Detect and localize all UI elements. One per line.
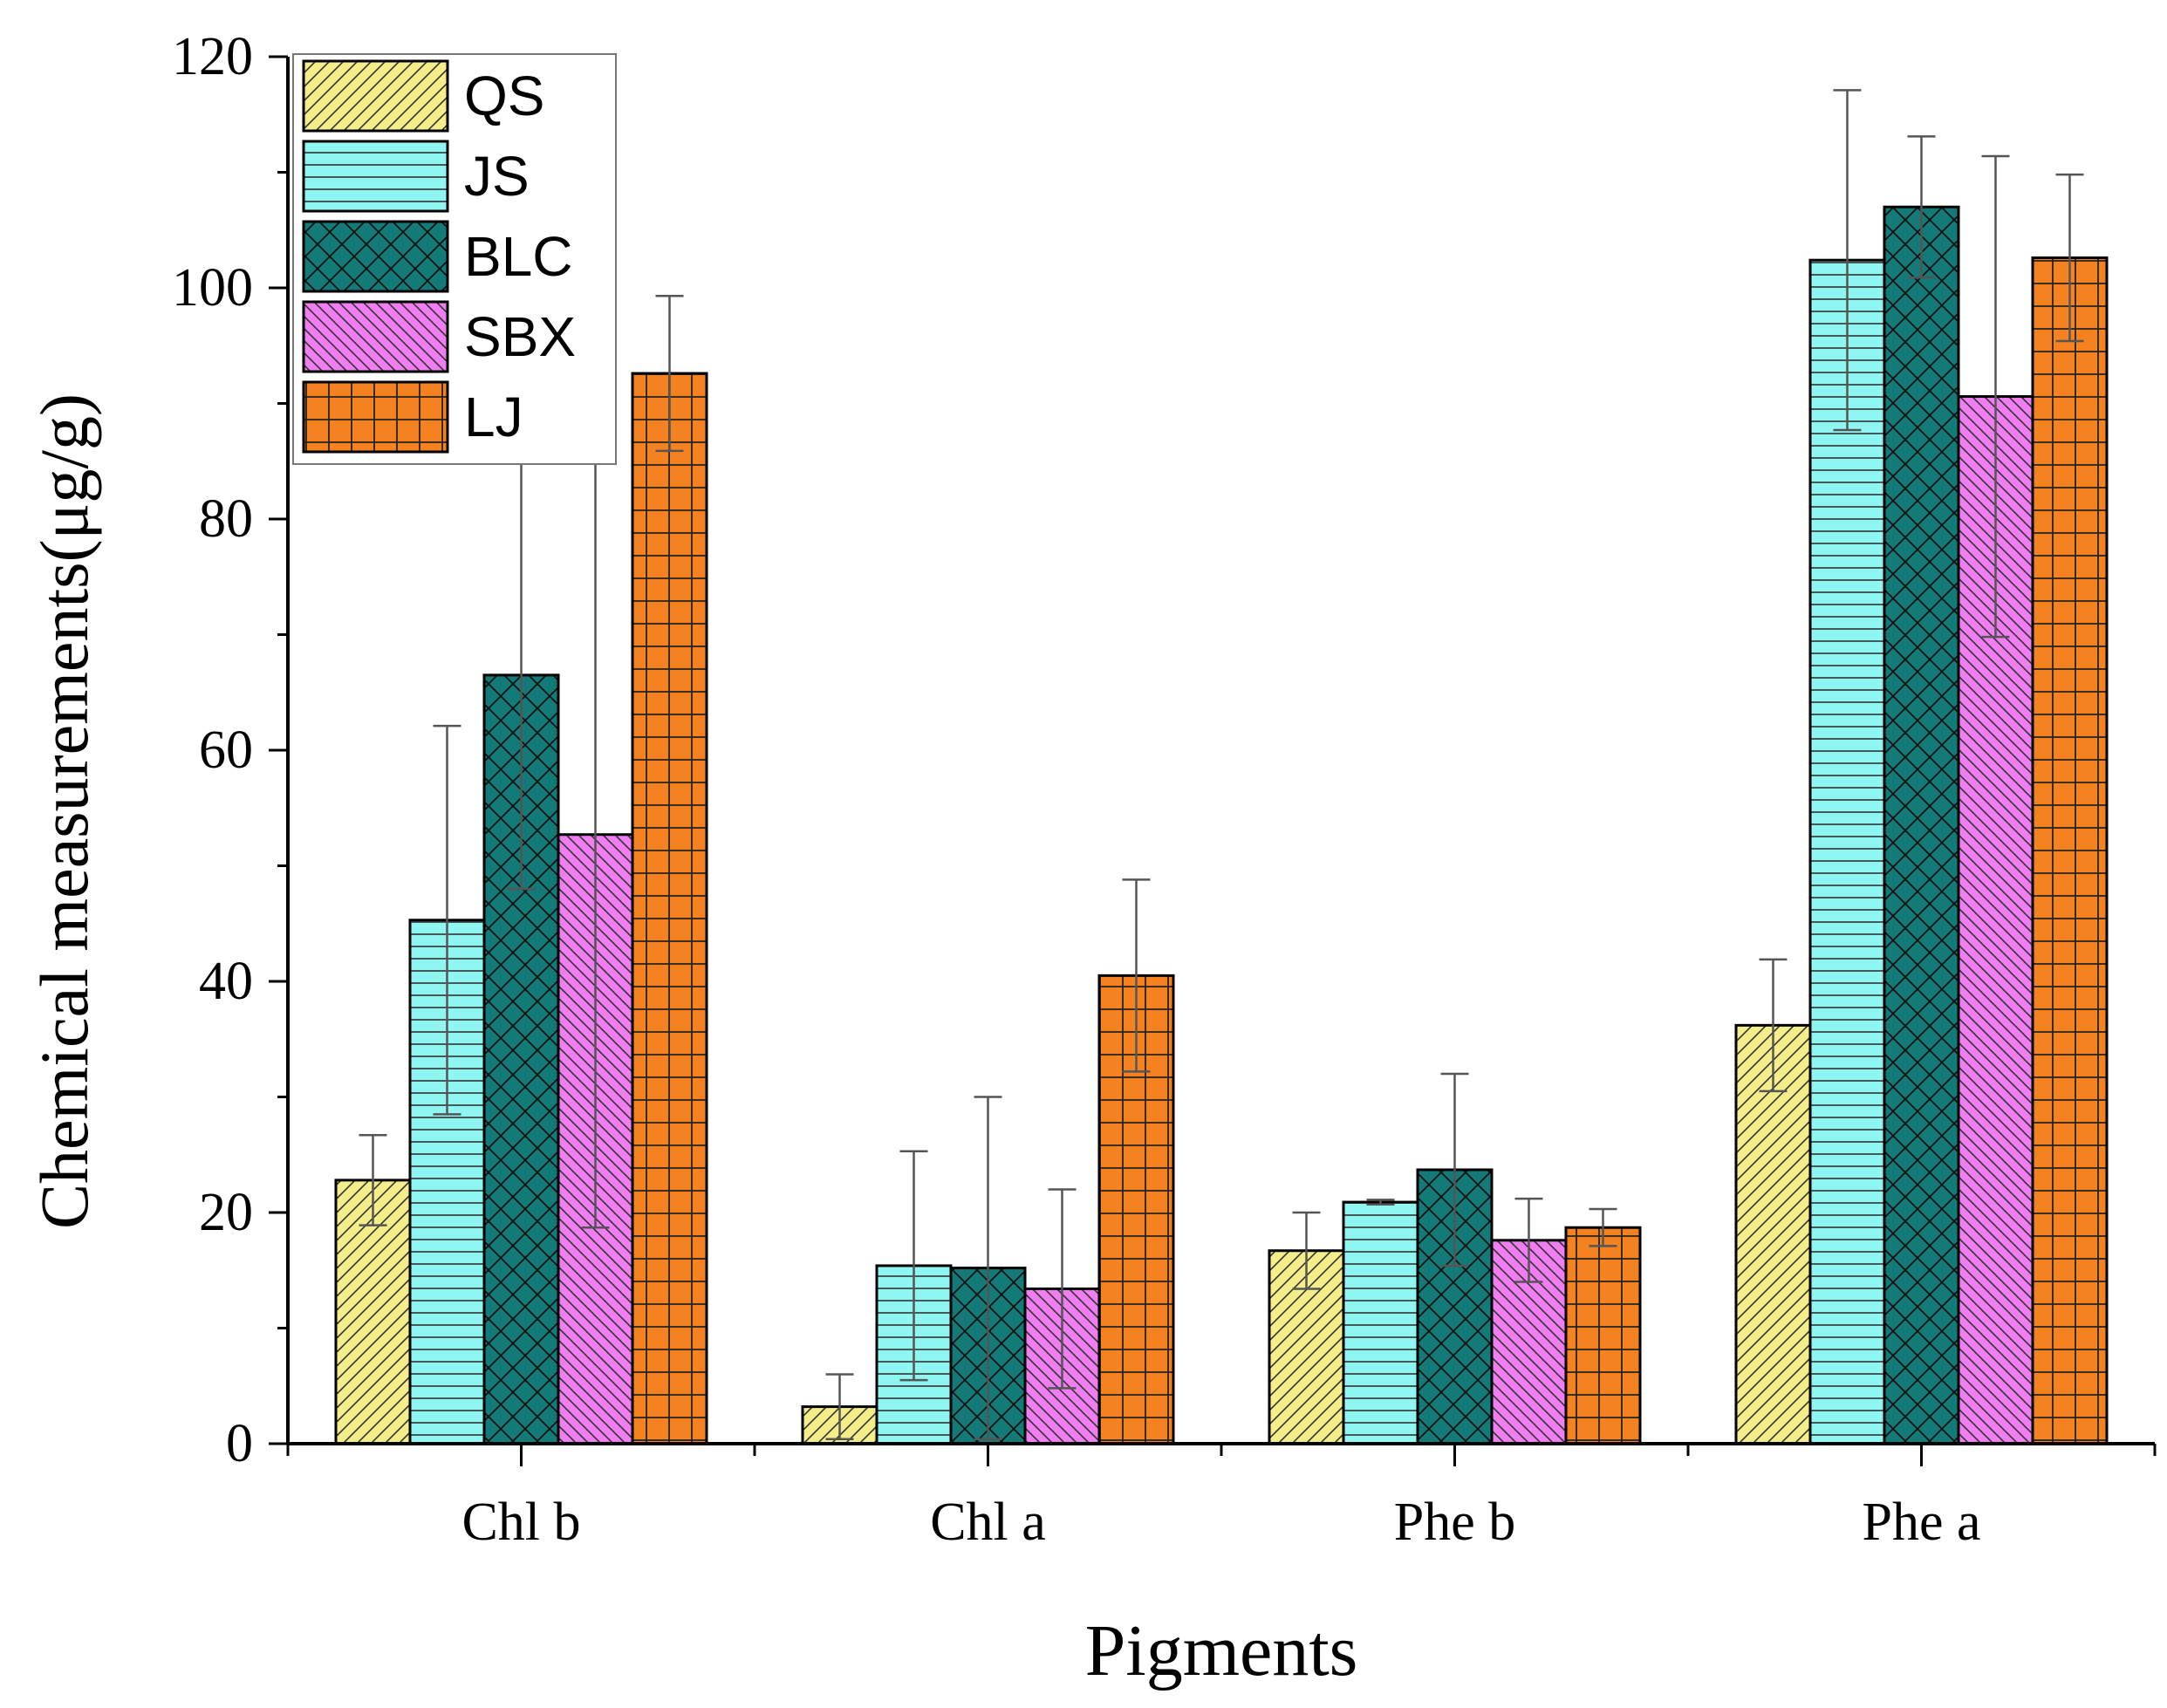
legend-swatch [302,59,449,133]
y-tick-label: 60 [199,721,253,780]
legend-swatch [302,300,449,373]
error-bar-LJ-Chl-b [655,295,684,453]
legend-swatch [302,220,449,293]
y-tick-label: 20 [199,1183,253,1242]
bar-SBX-Phe-b [1490,1239,1568,1445]
legend-swatch [302,380,449,454]
bar-LJ-Chl-b [631,372,708,1445]
y-tick-label: 80 [199,489,253,549]
error-bar-BLC-Chl-a [974,1096,1002,1440]
legend: QS JS BLC SBX LJ [292,53,617,465]
legend-item-SBX: SBX [302,300,576,373]
bar-BLC-Phe-a [1883,205,1960,1445]
error-bar-QS-Phe-b [1292,1211,1321,1290]
error-bar-SBX-Phe-a [1981,154,2010,639]
error-bars-layer [359,89,2084,1440]
x-tick-label: Phe a [1862,1493,1980,1552]
legend-label: QS [464,65,544,127]
legend-item-JS: JS [302,140,530,213]
bar-LJ-Phe-a [2031,256,2109,1445]
error-bar-SBX-Chl-a [1048,1188,1077,1390]
y-tick-label: 100 [172,258,253,318]
error-bar-LJ-Chl-a [1122,878,1151,1073]
error-bar-QS-Phe-a [1759,958,1788,1093]
bar-pattern [631,372,708,1445]
y-tick-label: 0 [226,1414,253,1473]
legend-swatch [302,140,449,213]
y-tick-label: 120 [172,27,253,86]
error-bar-JS-Phe-a [1833,89,1862,432]
legend-label: JS [464,145,530,208]
error-bar-JS-Chl-a [899,1150,928,1382]
axes: 0 20 40 60 80 100 120 Chl b Chl a Phe b Phe a [172,27,2157,1552]
x-tick-label: Chl a [930,1493,1046,1552]
error-bar-SBX-Phe-b [1514,1197,1543,1283]
bar-pattern [1564,1226,1642,1445]
legend-item-BLC: BLC [302,220,573,293]
bar-pattern [2031,256,2109,1445]
error-bar-LJ-Phe-a [2055,173,2084,343]
legend-item-QS: QS [302,59,544,133]
y-axis-title: Chemical measurements(μg/g) [26,393,102,1229]
x-tick-label: Chl b [461,1493,580,1552]
y-tick-label: 40 [199,952,253,1011]
legend-label: BLC [464,225,573,288]
bar-LJ-Phe-b [1564,1226,1642,1445]
bar-JS-Phe-a [1808,258,1886,1445]
bar-JS-Phe-b [1342,1200,1419,1445]
bar-pattern [1883,205,1960,1445]
bar-pattern [1808,258,1886,1445]
error-bar-QS-Chl-a [825,1373,854,1440]
legend-label: LJ [464,386,523,448]
error-bar-JS-Phe-b [1366,1199,1395,1206]
error-bar-BLC-Phe-b [1440,1072,1469,1267]
error-bar-QS-Chl-b [359,1133,387,1226]
legend-item-LJ: LJ [302,380,523,454]
error-bar-JS-Chl-b [433,724,461,1116]
bar-QS-Phe-a [1734,1023,1812,1445]
x-tick-label: Phe b [1394,1493,1516,1552]
x-axis-title: Pigments [1085,1610,1358,1691]
bars-layer [334,205,2109,1445]
bar-pattern [1734,1023,1812,1445]
error-bar-LJ-Phe-b [1589,1207,1617,1247]
bar-pattern [1342,1200,1419,1445]
legend-label: SBX [464,305,576,368]
error-bar-BLC-Phe-a [1907,135,1936,279]
